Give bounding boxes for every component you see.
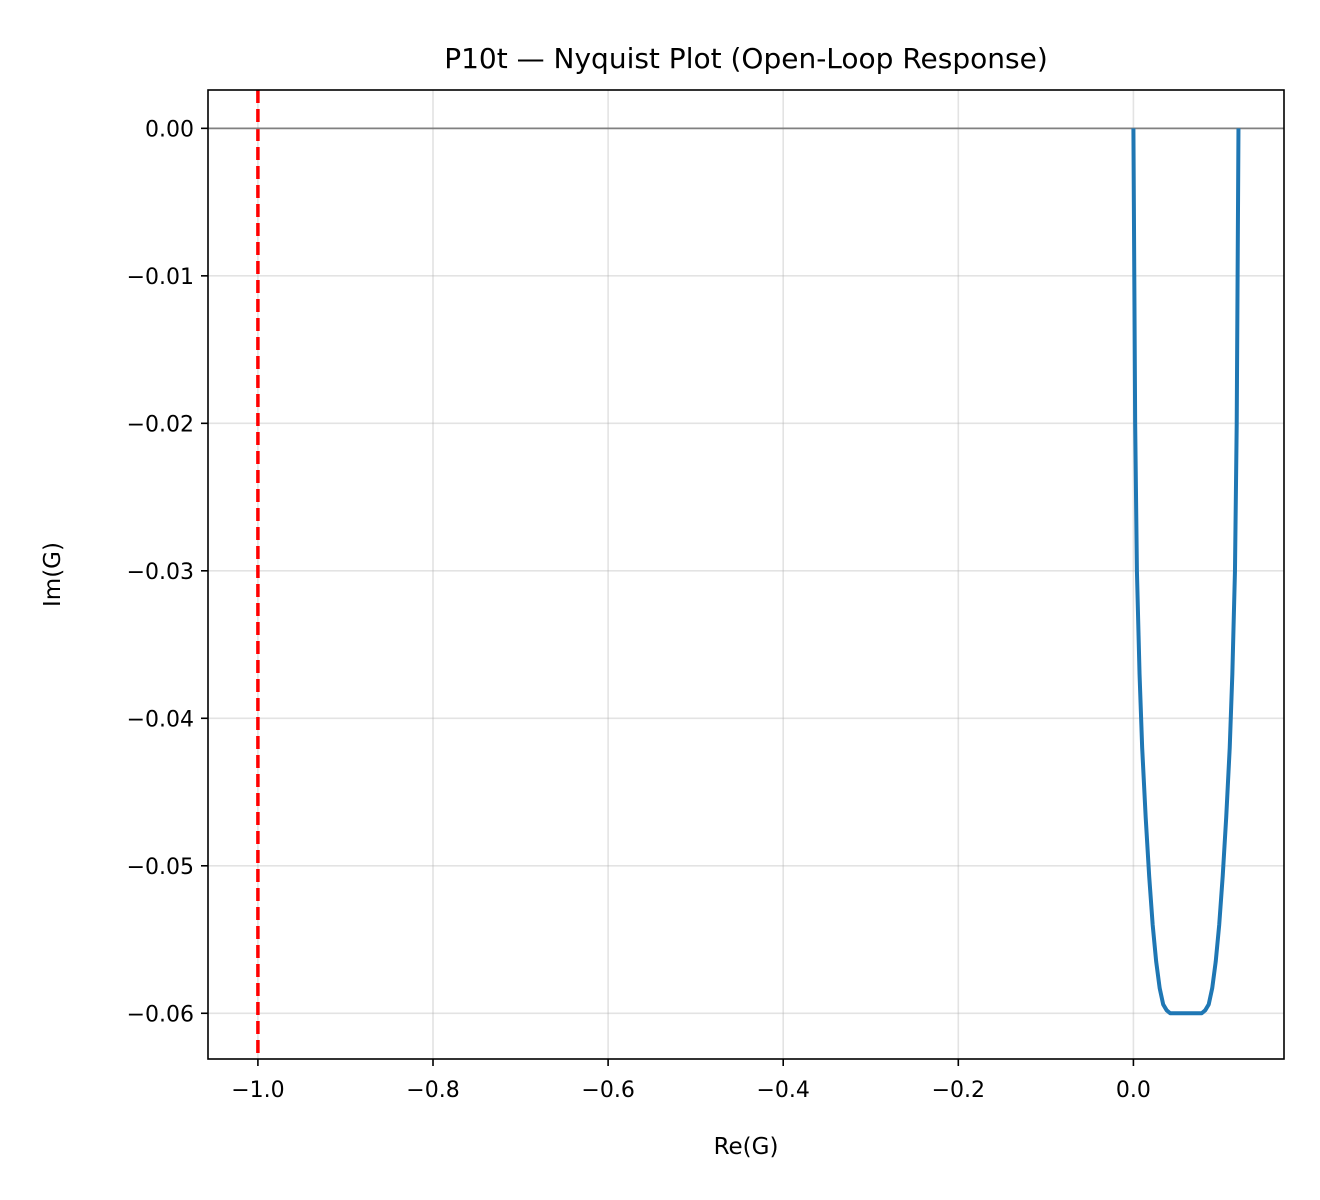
nyquist-curve [1131,128,1241,1016]
x-axis-label: Re(G) [714,1134,779,1160]
y-tick-label: −0.01 [127,265,194,290]
x-tick-label: −1.0 [231,1078,284,1103]
y-axis-ticks: 0.00 −0.01 −0.02 −0.03 −0.04 −0.05 −0.06 [127,117,208,1027]
y-tick-label: 0.00 [145,117,194,142]
plot-area-frame [207,89,1285,1060]
y-tick-label: −0.06 [127,1002,194,1027]
x-tick-label: −0.2 [932,1078,985,1103]
chart-title: P10t — Nyquist Plot (Open-Loop Response) [444,42,1048,75]
x-tick-label: −0.6 [581,1078,634,1103]
x-tick-label: 0.0 [1116,1078,1151,1103]
x-axis-ticks: −1.0 −0.8 −0.6 −0.4 −0.2 0.0 [231,1059,1151,1103]
x-tick-label: −0.4 [756,1078,809,1103]
series-layer [1131,128,1241,1016]
y-axis-label: Im(G) [40,542,66,607]
reference-lines [208,90,1284,1059]
y-tick-label: −0.02 [127,412,194,437]
y-tick-label: −0.03 [127,560,194,585]
y-tick-label: −0.05 [127,855,194,880]
y-tick-label: −0.04 [127,707,194,732]
x-tick-label: −0.8 [406,1078,459,1103]
